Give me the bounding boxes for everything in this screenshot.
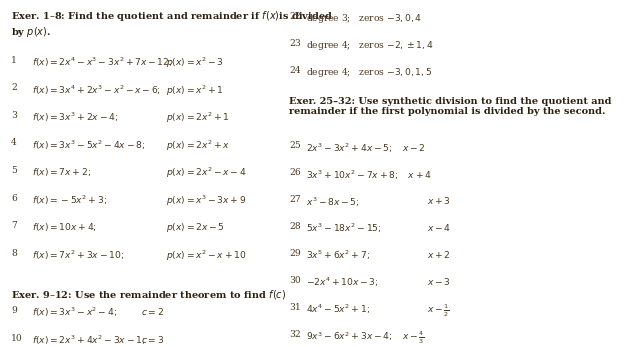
Text: 23: 23	[289, 39, 301, 48]
Text: $f(x) = -5x^2 + 3;$: $f(x) = -5x^2 + 3;$	[32, 194, 107, 207]
Text: 5: 5	[11, 166, 17, 175]
Text: $c = 3$: $c = 3$	[141, 333, 165, 345]
Text: 25: 25	[289, 141, 301, 150]
Text: 9: 9	[11, 306, 17, 315]
Text: $f(x) = 3x^3 - 5x^2 - 4x - 8;$: $f(x) = 3x^3 - 5x^2 - 4x - 8;$	[32, 138, 145, 152]
Text: $2x^3 - 3x^2 + 4x - 5;$   $x - 2$: $2x^3 - 3x^2 + 4x - 5;$ $x - 2$	[306, 141, 426, 155]
Text: 6: 6	[11, 194, 17, 203]
Text: $f(x) = 2x^3 + 4x^2 - 3x - 1;$: $f(x) = 2x^3 + 4x^2 - 3x - 1;$	[32, 333, 145, 347]
Text: 4: 4	[11, 138, 17, 147]
Text: $f(x) = 3x^3 + 2x - 4;$: $f(x) = 3x^3 + 2x - 4;$	[32, 111, 118, 124]
Text: $p(x) = 2x^2 + x$: $p(x) = 2x^2 + x$	[167, 138, 231, 153]
Text: $x - \frac{1}{2}$: $x - \frac{1}{2}$	[426, 303, 449, 320]
Text: Exer. 25–32: Use synthetic division to find the quotient and
remainder if the fi: Exer. 25–32: Use synthetic division to f…	[289, 97, 612, 116]
Text: $p(x) = x^3 - 3x + 9$: $p(x) = x^3 - 3x + 9$	[167, 194, 247, 208]
Text: Exer. 9–12: Use the remainder theorem to find $f(c)$: Exer. 9–12: Use the remainder theorem to…	[11, 288, 286, 301]
Text: 32: 32	[289, 330, 301, 339]
Text: $p(x) = x^2 + 1$: $p(x) = x^2 + 1$	[167, 83, 224, 98]
Text: $p(x) = 2x^2 - x - 4$: $p(x) = 2x^2 - x - 4$	[167, 166, 247, 180]
Text: Exer. 1–8: Find the quotient and remainder if $f(x)$is divided
by $p(x)$.: Exer. 1–8: Find the quotient and remaind…	[11, 9, 333, 40]
Text: $p(x) = x^2 - x + 10$: $p(x) = x^2 - x + 10$	[167, 249, 247, 263]
Text: $x^3 - 8x - 5;$: $x^3 - 8x - 5;$	[306, 195, 360, 209]
Text: $x - 3$: $x - 3$	[426, 276, 450, 287]
Text: 1: 1	[11, 56, 17, 65]
Text: $f(x) = 7x^2 + 3x - 10;$: $f(x) = 7x^2 + 3x - 10;$	[32, 249, 124, 262]
Text: $x + 3$: $x + 3$	[426, 195, 450, 206]
Text: $f(x) = 3x^3 - x^2 - 4;$: $f(x) = 3x^3 - x^2 - 4;$	[32, 306, 117, 320]
Text: $p(x) = 2x - 5$: $p(x) = 2x - 5$	[167, 221, 225, 234]
Text: 3: 3	[11, 111, 17, 120]
Text: degree 3;   zeros $-3, 0, 4$: degree 3; zeros $-3, 0, 4$	[306, 12, 422, 25]
Text: $f(x) = 2x^4 - x^3 - 3x^2 + 7x - 12;$: $f(x) = 2x^4 - x^3 - 3x^2 + 7x - 12;$	[32, 56, 173, 69]
Text: 7: 7	[11, 221, 17, 230]
Text: $3x^5 + 6x^2 + 7;$: $3x^5 + 6x^2 + 7;$	[306, 249, 370, 262]
Text: degree 4;   zeros $-2, \pm 1, 4$: degree 4; zeros $-2, \pm 1, 4$	[306, 39, 434, 52]
Text: 28: 28	[289, 222, 301, 231]
Text: $x - 4$: $x - 4$	[426, 222, 451, 233]
Text: $f(x) = 7x + 2;$: $f(x) = 7x + 2;$	[32, 166, 91, 178]
Text: 24: 24	[289, 66, 301, 75]
Text: $9x^3 - 6x^2 + 3x - 4;$   $x - \frac{4}{3}$: $9x^3 - 6x^2 + 3x - 4;$ $x - \frac{4}{3}…	[306, 330, 425, 346]
Text: $p(x) = 2x^2 + 1$: $p(x) = 2x^2 + 1$	[167, 111, 230, 125]
Text: 26: 26	[289, 168, 301, 177]
Text: 8: 8	[11, 249, 17, 258]
Text: $f(x) = 10x + 4;$: $f(x) = 10x + 4;$	[32, 221, 97, 233]
Text: $3x^3 + 10x^2 - 7x + 8;$   $x + 4$: $3x^3 + 10x^2 - 7x + 8;$ $x + 4$	[306, 168, 432, 182]
Text: 31: 31	[289, 303, 301, 312]
Text: $p(x) = x^2 - 3$: $p(x) = x^2 - 3$	[167, 56, 224, 70]
Text: $x + 2$: $x + 2$	[426, 249, 450, 260]
Text: $-2x^4 + 10x - 3;$: $-2x^4 + 10x - 3;$	[306, 276, 379, 289]
Text: 27: 27	[289, 195, 301, 204]
Text: $5x^3 - 18x^2 - 15;$: $5x^3 - 18x^2 - 15;$	[306, 222, 382, 236]
Text: 29: 29	[289, 249, 301, 258]
Text: 22: 22	[289, 12, 301, 21]
Text: 30: 30	[289, 276, 301, 285]
Text: degree 4;   zeros $-3, 0, 1, 5$: degree 4; zeros $-3, 0, 1, 5$	[306, 66, 433, 78]
Text: 10: 10	[11, 333, 23, 342]
Text: $f(x) = 3x^4 + 2x^3 - x^2 - x - 6;$: $f(x) = 3x^4 + 2x^3 - x^2 - x - 6;$	[32, 83, 161, 97]
Text: $c = 2$: $c = 2$	[141, 306, 165, 317]
Text: $4x^4 - 5x^2 + 1;$: $4x^4 - 5x^2 + 1;$	[306, 303, 370, 316]
Text: 2: 2	[11, 83, 17, 92]
